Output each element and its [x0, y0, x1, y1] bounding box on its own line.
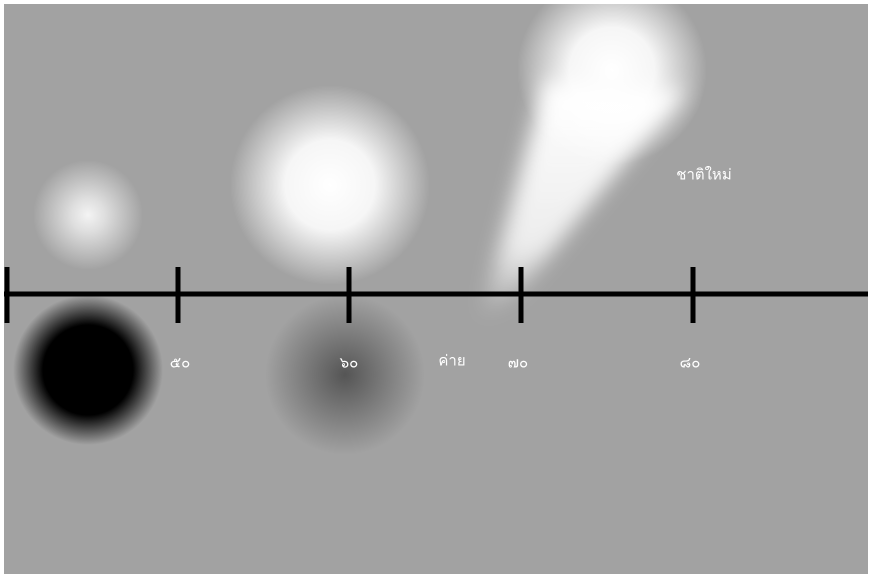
annotation: ค่าย	[438, 352, 465, 370]
axis-label: ๕๐	[170, 354, 191, 372]
axis-label: ๗๐	[508, 354, 528, 372]
timeline	[4, 267, 868, 323]
background	[4, 4, 868, 574]
dark-blob	[13, 295, 163, 445]
annotation: ชาติใหม่	[676, 166, 731, 184]
comet-head	[517, 0, 707, 165]
axis-label: ๘๐	[680, 354, 701, 372]
light-blob	[33, 160, 143, 270]
dark-blob	[265, 295, 425, 455]
light-blob	[230, 85, 430, 285]
axis-label: ๖๐	[340, 354, 359, 372]
